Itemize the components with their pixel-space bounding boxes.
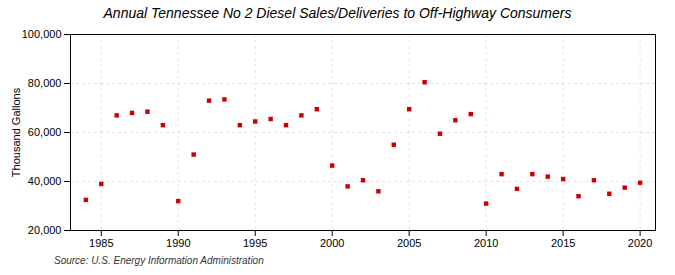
svg-text:Thousand Gallons: Thousand Gallons xyxy=(10,87,22,177)
svg-text:20,000: 20,000 xyxy=(28,224,62,236)
svg-text:60,000: 60,000 xyxy=(28,126,62,138)
svg-text:2020: 2020 xyxy=(628,237,652,249)
html-text:Annual Tennessee No 2 Diesel S: Annual Tennessee No 2 Diesel Sales/Deliv… xyxy=(103,5,572,21)
svg-text:1995: 1995 xyxy=(243,237,267,249)
svg-text:1985: 1985 xyxy=(89,237,113,249)
svg-text:2015: 2015 xyxy=(551,237,575,249)
html-text:Source: U.S. Energy Informatio: Source: U.S. Energy Information Administ… xyxy=(54,255,264,266)
svg-text:2000: 2000 xyxy=(320,237,344,249)
svg-text:100,000: 100,000 xyxy=(22,28,62,40)
svg-text:40,000: 40,000 xyxy=(28,175,62,187)
svg-text:1990: 1990 xyxy=(166,237,190,249)
svg-text:2010: 2010 xyxy=(474,237,498,249)
svg-text:2005: 2005 xyxy=(397,237,421,249)
svg-text:80,000: 80,000 xyxy=(28,77,62,89)
